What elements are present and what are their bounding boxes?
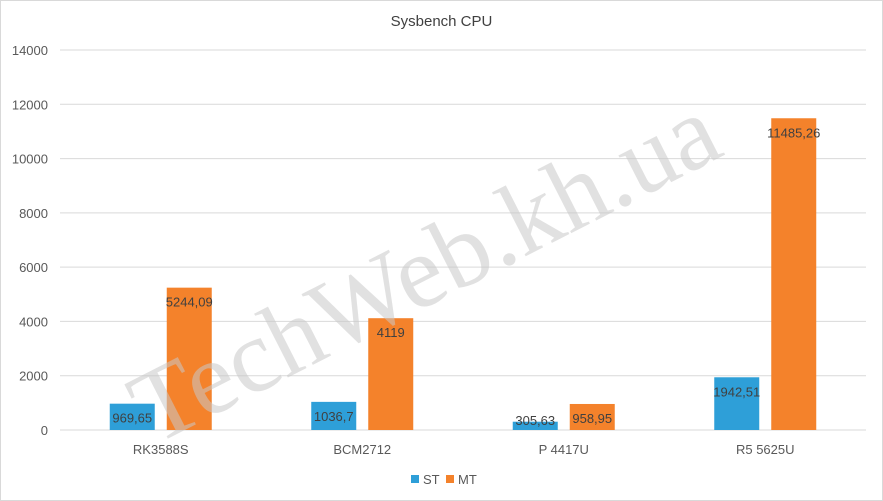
- bar-mt: [569, 403, 615, 430]
- y-tick-label: 12000: [12, 97, 48, 112]
- y-tick-label: 10000: [12, 152, 48, 167]
- y-tick-label: 6000: [19, 260, 48, 275]
- y-tick-label: 0: [41, 423, 48, 438]
- bar-st: [714, 377, 760, 430]
- data-label: 1942,51: [713, 384, 760, 399]
- y-tick-label: 14000: [12, 43, 48, 58]
- legend: ST MT: [411, 472, 477, 487]
- data-label: 305,63: [515, 413, 555, 428]
- x-tick-label: BCM2712: [333, 442, 391, 457]
- x-tick-label: R5 5625U: [736, 442, 795, 457]
- data-labels: 969,65 5244,09 1036,7 4119 305,63 958,95 1942,…: [112, 125, 820, 428]
- data-label: 1036,7: [314, 409, 354, 424]
- data-label: 958,95: [572, 411, 612, 426]
- bars: [109, 118, 817, 430]
- bar-mt: [368, 318, 414, 430]
- y-tick-label: 4000: [19, 314, 48, 329]
- chart-title: Sysbench CPU: [391, 13, 493, 30]
- watermark: TechWeb.kh.ua: [112, 72, 737, 466]
- legend-label: ST: [423, 472, 440, 487]
- x-tick-label: P 4417U: [539, 442, 589, 457]
- bar-mt: [166, 287, 212, 430]
- bar-st: [109, 403, 155, 430]
- y-tick-label: 8000: [19, 206, 48, 221]
- data-label: 969,65: [112, 411, 152, 426]
- legend-label: MT: [458, 472, 477, 487]
- legend-swatch-mt: [446, 475, 454, 483]
- x-tick-label: RK3588S: [133, 442, 189, 457]
- data-label: 11485,26: [767, 125, 820, 140]
- y-tick-label: 2000: [19, 369, 48, 384]
- bar-st: [311, 401, 357, 430]
- legend-swatch-st: [411, 475, 419, 483]
- bar-mt: [771, 118, 817, 430]
- bar-st: [512, 421, 558, 430]
- data-label: 5244,09: [166, 295, 213, 310]
- data-label: 4119: [377, 325, 405, 340]
